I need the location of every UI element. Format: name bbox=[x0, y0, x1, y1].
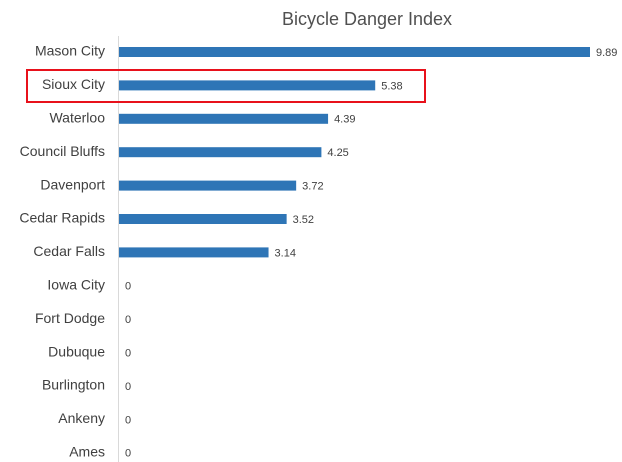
value-label: 0 bbox=[125, 281, 131, 293]
value-label: 0 bbox=[125, 381, 131, 393]
value-label: 5.38 bbox=[381, 80, 402, 92]
category-label: Ames bbox=[69, 444, 105, 460]
category-label: Cedar Falls bbox=[33, 243, 105, 259]
bar bbox=[119, 180, 297, 191]
bar bbox=[119, 147, 322, 158]
category-label: Burlington bbox=[42, 377, 105, 393]
value-label: 0 bbox=[125, 448, 131, 460]
category-label: Iowa City bbox=[47, 277, 105, 293]
category-label: Cedar Rapids bbox=[19, 210, 105, 226]
bar bbox=[119, 80, 376, 91]
bar bbox=[119, 113, 329, 124]
category-label: Fort Dodge bbox=[35, 310, 105, 326]
category-label: Ankeny bbox=[58, 410, 105, 426]
value-label: 4.39 bbox=[334, 114, 355, 126]
category-label: Dubuque bbox=[48, 343, 105, 359]
value-label: 4.25 bbox=[327, 147, 348, 159]
value-label: 3.52 bbox=[293, 214, 314, 226]
bar bbox=[119, 47, 590, 57]
value-label: 9.89 bbox=[596, 47, 617, 59]
value-label: 3.14 bbox=[275, 247, 296, 259]
category-label: Sioux City bbox=[42, 76, 105, 92]
bar bbox=[119, 214, 287, 224]
category-label: Council Bluffs bbox=[20, 143, 105, 159]
value-label: 0 bbox=[125, 314, 131, 326]
category-label: Waterloo bbox=[49, 110, 105, 126]
value-label: 3.72 bbox=[302, 181, 323, 193]
value-label: 0 bbox=[125, 414, 131, 426]
chart-title: Bicycle Danger Index bbox=[282, 9, 452, 29]
category-label: Mason City bbox=[35, 43, 105, 59]
category-label: Davenport bbox=[40, 176, 105, 192]
bar bbox=[119, 247, 269, 258]
value-label: 0 bbox=[125, 348, 131, 360]
highlight-box bbox=[26, 69, 426, 103]
